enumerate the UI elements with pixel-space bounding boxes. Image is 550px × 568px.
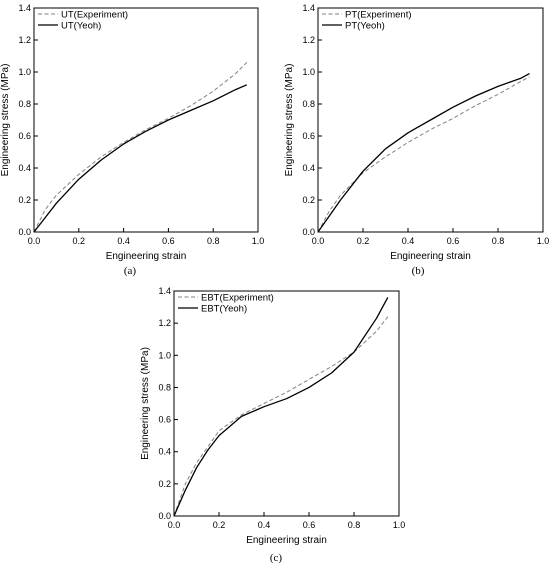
legend-entry: EBT(Experiment) — [201, 293, 274, 304]
y-axis-label: Engineering stress (MPa) — [284, 64, 295, 177]
y-tick-label: 1.0 — [302, 67, 315, 77]
x-tick-label: 0.2 — [357, 236, 370, 246]
plot-frame — [173, 290, 400, 517]
legend-entry: EBT(Yeoh) — [201, 304, 247, 315]
y-tick-label: 0.2 — [302, 195, 315, 205]
x-tick-label: 0.6 — [162, 236, 175, 246]
y-tick-label: 1.2 — [18, 35, 31, 45]
x-tick-label: 0.8 — [492, 236, 505, 246]
y-tick-label: 0.8 — [158, 382, 171, 392]
x-axis-label: Engineering strain — [106, 251, 187, 262]
x-tick-label: 0.4 — [117, 236, 130, 246]
y-tick-label: 0.8 — [302, 99, 315, 109]
y-tick-label: 1.4 — [158, 286, 171, 296]
series-line-experiment — [33, 62, 248, 233]
series-line-yeoh — [173, 297, 389, 517]
x-tick-label: 0.0 — [28, 236, 41, 246]
legend: PT(Experiment)PT(Yeoh) — [322, 10, 412, 32]
y-axis-label: Engineering stress (MPa) — [0, 64, 11, 177]
y-tick-label: 0.4 — [302, 163, 315, 173]
panel-caption: (a) — [124, 265, 137, 277]
y-tick-label: 1.0 — [158, 350, 171, 360]
panel-caption: (b) — [412, 265, 425, 277]
legend: UT(Experiment)UT(Yeoh) — [38, 10, 128, 32]
series-line-experiment — [173, 316, 389, 517]
x-tick-label: 0.6 — [447, 236, 460, 246]
x-tick-label: 0.4 — [258, 520, 271, 530]
y-tick-label: 0.0 — [158, 511, 171, 521]
y-tick-label: 1.4 — [18, 3, 31, 13]
y-tick-label: 1.2 — [158, 318, 171, 328]
x-axis-label: Engineering strain — [390, 251, 471, 262]
y-tick-label: 0.6 — [158, 415, 171, 425]
x-tick-label: 1.0 — [252, 236, 265, 246]
series-line-yeoh — [33, 84, 248, 233]
legend: EBT(Experiment)EBT(Yeoh) — [178, 293, 274, 315]
plot-frame — [317, 7, 544, 233]
legend-entry: PT(Yeoh) — [345, 21, 385, 32]
x-tick-label: 0.2 — [73, 236, 86, 246]
panel-caption: (c) — [270, 552, 283, 564]
chart-panel: 0.0 0.2 0.4 0.6 0.8 1.0 0.0 0.2 0.4 0.6 0.8 1.0 1.2 1… — [0, 3, 264, 277]
y-tick-label: 0.6 — [18, 131, 31, 141]
y-tick-label: 0.0 — [18, 227, 31, 237]
chart-panel: 0.0 0.2 0.4 0.6 0.8 1.0 0.0 0.2 0.4 0.6 0.8 1.0 1.2 1… — [284, 3, 549, 277]
x-tick-label: 0.0 — [312, 236, 325, 246]
y-tick-label: 1.4 — [302, 3, 315, 13]
legend-entry: PT(Experiment) — [345, 10, 412, 21]
x-tick-label: 0.6 — [303, 520, 316, 530]
x-axis-label: Engineering strain — [246, 535, 327, 546]
legend-entry: UT(Yeoh) — [61, 21, 101, 32]
x-tick-label: 1.0 — [537, 236, 550, 246]
x-tick-label: 0.8 — [207, 236, 220, 246]
series-line-yeoh — [317, 73, 530, 233]
x-tick-label: 0.0 — [168, 520, 181, 530]
y-tick-label: 0.8 — [18, 99, 31, 109]
x-tick-label: 0.2 — [213, 520, 226, 530]
y-tick-label: 0.4 — [18, 163, 31, 173]
plot-frame — [33, 7, 259, 233]
y-tick-label: 1.2 — [302, 35, 315, 45]
y-tick-label: 0.0 — [302, 227, 315, 237]
y-tick-label: 0.6 — [302, 131, 315, 141]
y-tick-label: 0.2 — [158, 479, 171, 489]
x-tick-label: 0.8 — [348, 520, 361, 530]
y-tick-label: 0.4 — [158, 447, 171, 457]
y-axis-label: Engineering stress (MPa) — [140, 347, 151, 460]
y-tick-label: 0.2 — [18, 195, 31, 205]
chart-panel: 0.0 0.2 0.4 0.6 0.8 1.0 0.0 0.2 0.4 0.6 0.8 1.0 1.2 1… — [140, 286, 405, 564]
series-line-experiment — [317, 76, 530, 233]
x-tick-label: 1.0 — [393, 520, 406, 530]
y-tick-label: 1.0 — [18, 67, 31, 77]
legend-entry: UT(Experiment) — [61, 10, 128, 21]
x-tick-label: 0.4 — [402, 236, 415, 246]
